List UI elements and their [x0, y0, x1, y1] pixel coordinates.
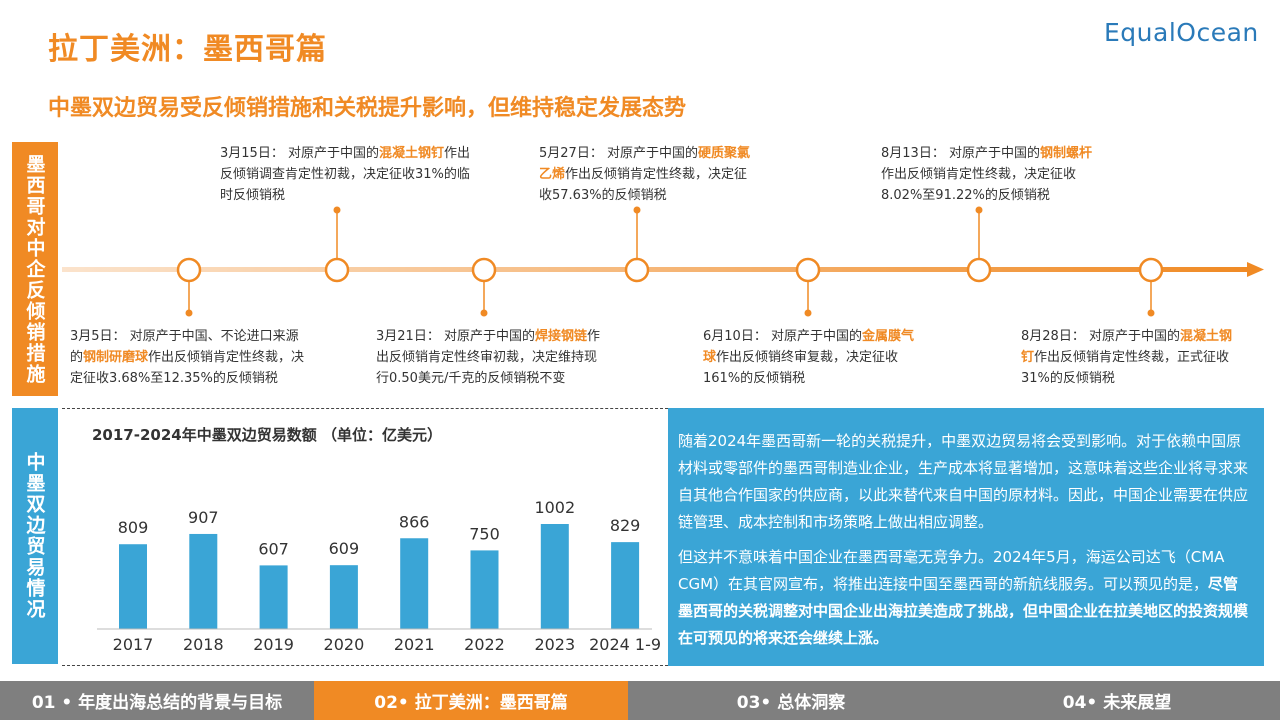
- x-tick-label: 2020: [324, 635, 365, 654]
- timeline-node: [324, 257, 350, 283]
- page-subtitle: 中墨双边贸易受反倾销措施和关税提升影响，但维持稳定发展态势: [48, 96, 687, 121]
- timeline-node: [176, 257, 202, 283]
- nav-item-latin-america-mexico[interactable]: 02• 拉丁美洲：墨西哥篇: [314, 681, 628, 720]
- x-tick-label: 2018: [183, 635, 224, 654]
- bar-2017: [119, 544, 147, 629]
- chart-title: 2017-2024年中墨双边贸易数额 （单位：亿美元）: [92, 426, 442, 444]
- timeline-node: [795, 257, 821, 283]
- timeline-node: [471, 257, 497, 283]
- nav-item-background-goals[interactable]: 01 • 年度出海总结的背景与目标: [0, 681, 314, 720]
- analysis-text-panel: 随着2024年墨西哥新一轮的关税提升，中墨双边贸易将会受到影响。对于依赖中国原材…: [668, 408, 1264, 666]
- nav-item-overall-insights[interactable]: 03• 总体洞察: [628, 681, 954, 720]
- bar-2021: [400, 538, 429, 629]
- nav-item-future-outlook[interactable]: 04• 未来展望: [954, 681, 1280, 720]
- bar-2022: [470, 550, 499, 629]
- bar-2019: [259, 565, 288, 629]
- bar-2020: [329, 565, 358, 629]
- timeline-event-mar15: 3月15日： 对原产于中国的混凝土钢钉作出反倾销调查肯定性初裁，决定征收31%的…: [220, 146, 470, 203]
- timeline-node: [624, 257, 650, 283]
- x-tick-label: 2023: [534, 635, 575, 654]
- timeline-event-mar21: 3月21日： 对原产于中国的焊接钢链作出反倾销肯定性终审初裁，决定维持现行0.5…: [376, 329, 600, 386]
- timeline-node: [966, 257, 992, 283]
- analysis-paragraph-2: 但这并不意味着中国企业在墨西哥毫无竞争力。2024年5月，海运公司达飞（CMA …: [678, 548, 1249, 647]
- equalocean-logo: EqualOcean: [1104, 18, 1259, 47]
- bar-value-label: 829: [610, 516, 641, 535]
- timeline-graphic: [62, 206, 1264, 317]
- bar-value-label: 609: [329, 539, 360, 558]
- x-tick-label: 2022: [464, 635, 505, 654]
- bar-value-label: 907: [188, 508, 219, 527]
- analysis-paragraph-1: 随着2024年墨西哥新一轮的关税提升，中墨双边贸易将会受到影响。对于依赖中国原材…: [678, 432, 1249, 531]
- x-tick-label: 2019: [253, 635, 294, 654]
- side-label-trade: 中墨双边贸易情况: [12, 408, 58, 664]
- bar-2024-1-9: [611, 542, 640, 629]
- timeline-arrow-icon: [1247, 262, 1264, 277]
- timeline-event-mar5: 3月5日： 对原产于中国、不论进口来源的钢制研磨球作出反倾销肯定性终裁，决定征收…: [70, 329, 305, 386]
- x-tick-label: 2021: [394, 635, 435, 654]
- timeline-event-jun10: 6月10日： 对原产于中国的金属膜气球作出反倾销终审复裁，决定征收161%的反倾…: [703, 329, 914, 386]
- bar-value-label: 607: [258, 539, 289, 558]
- x-tick-label: 2024 1-9: [589, 635, 661, 654]
- timeline-event-aug28: 8月28日： 对原产于中国的混凝土钢钉作出反倾销肯定性终裁，正式征收31%的反倾…: [1021, 329, 1232, 386]
- timeline-event-may27: 5月27日： 对原产于中国的硬质聚氯乙烯作出反倾销肯定性终裁，决定征收57.63…: [539, 146, 750, 203]
- timeline-node: [1138, 257, 1164, 283]
- bar-2023: [540, 524, 569, 629]
- page-title: 拉丁美洲：墨西哥篇: [48, 32, 327, 67]
- chart-frame: [62, 408, 668, 666]
- side-label-antidumping: 墨西哥对中企反倾销措施: [12, 142, 58, 396]
- bar-value-label: 750: [469, 524, 500, 543]
- x-tick-label: 2017: [113, 635, 154, 654]
- timeline-event-aug13: 8月13日： 对原产于中国的钢制螺杆作出反倾销肯定性终裁，决定征收8.02%至9…: [881, 146, 1092, 203]
- bar-2018: [189, 533, 218, 629]
- timeline-axis: [62, 267, 1252, 272]
- trade-bar-chart: 809 2017 907 2018 607 2019 609 2020 866 2021 750 20…: [97, 498, 661, 654]
- bar-value-label: 866: [399, 512, 430, 531]
- bottom-navigation: 01 • 年度出海总结的背景与目标 02• 拉丁美洲：墨西哥篇 03• 总体洞察…: [0, 681, 1280, 720]
- bar-value-label: 809: [118, 518, 149, 537]
- bar-value-label: 1002: [534, 498, 575, 517]
